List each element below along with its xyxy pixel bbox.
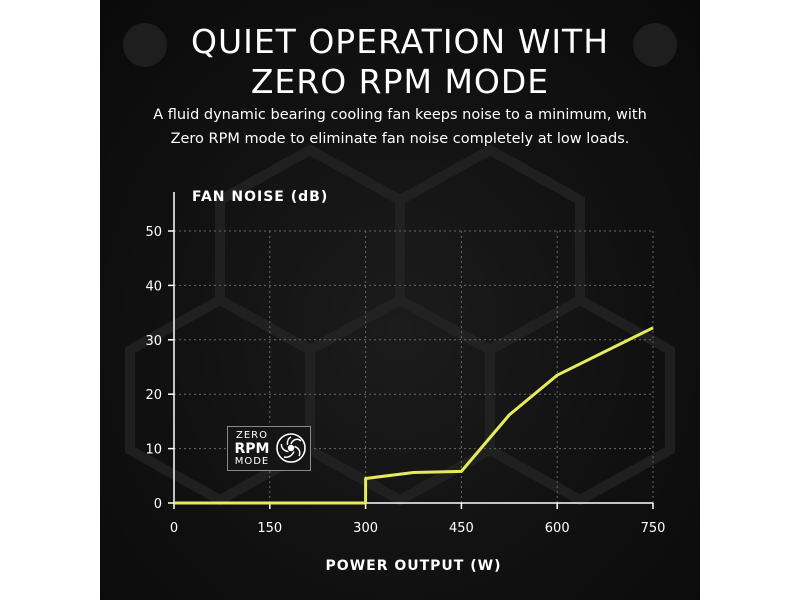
y-tick-label: 30 — [145, 334, 162, 349]
y-tick-label: 10 — [145, 443, 162, 458]
x-tick-label: 450 — [449, 521, 474, 536]
fan-icon — [276, 433, 306, 463]
background-pattern — [123, 23, 677, 506]
page-title: QUIET OPERATION WITH ZERO RPM MODE — [100, 22, 700, 102]
y-tick-label: 40 — [145, 279, 162, 294]
noise-chart: 0 10 20 30 40 50 0 150 300 450 600 750 FAN NOISE (dB… — [145, 189, 666, 574]
x-tick-label: 150 — [257, 521, 282, 536]
badge-line-3: MODE — [234, 456, 270, 467]
x-tick-label: 0 — [170, 521, 178, 536]
zero-rpm-badge: ZERO RPM MODE — [227, 426, 311, 471]
y-axis-label: FAN NOISE (dB) — [192, 189, 328, 205]
x-tick-label: 600 — [545, 521, 570, 536]
x-tick-label: 300 — [353, 521, 378, 536]
subtitle-line-1: A fluid dynamic bearing cooling fan keep… — [153, 107, 647, 123]
title-line-1: QUIET OPERATION WITH — [190, 22, 610, 61]
x-tick-label: 750 — [641, 521, 666, 536]
page-subtitle: A fluid dynamic bearing cooling fan keep… — [100, 103, 700, 151]
title-line-2: ZERO RPM MODE — [250, 62, 550, 101]
y-tick-label: 0 — [154, 497, 162, 512]
noise-series-line — [174, 326, 654, 505]
y-tick-label: 20 — [145, 388, 162, 403]
y-tick-label: 50 — [145, 225, 162, 240]
x-axis-label: POWER OUTPUT (W) — [326, 558, 502, 574]
chart-panel: QUIET OPERATION WITH ZERO RPM MODE A flu… — [100, 0, 700, 600]
badge-line-2: RPM — [234, 441, 270, 457]
subtitle-line-2: Zero RPM mode to eliminate fan noise com… — [170, 131, 630, 147]
badge-text: ZERO RPM MODE — [232, 430, 272, 468]
badge-line-1: ZERO — [236, 430, 268, 441]
